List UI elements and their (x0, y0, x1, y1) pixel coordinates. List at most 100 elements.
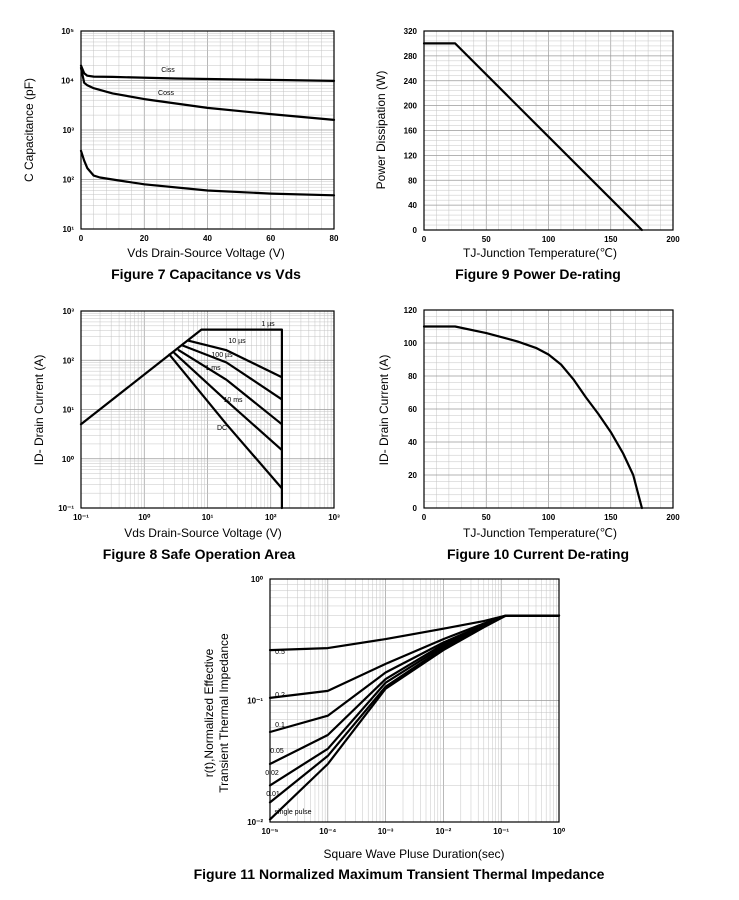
x-axis-label: TJ-Junction Temperature(℃) (463, 246, 617, 260)
series-annotation: 0.01 (266, 791, 280, 798)
grid (424, 310, 673, 508)
y-tick-label: 280 (404, 52, 418, 61)
y-tick-label: 10² (62, 176, 74, 185)
y-tick-label: 10³ (62, 126, 74, 135)
figure-caption: Figure 9 Power De-rating (455, 266, 621, 282)
series-annotation: 1 ms (205, 365, 221, 372)
series-line (168, 353, 283, 490)
y-tick-label: 40 (408, 438, 417, 447)
x-tick-label: 0 (422, 513, 427, 522)
series-annotation: 0.5 (275, 649, 285, 656)
y-tick-label: 10⁻² (247, 818, 263, 827)
series-annotation: 0.2 (275, 692, 285, 699)
y-tick-label: 10⁰ (62, 455, 75, 464)
grid (81, 311, 334, 508)
series-line (181, 344, 283, 401)
x-tick-label: 10³ (328, 513, 340, 522)
y-tick-label: 60 (408, 405, 417, 414)
series-line (187, 339, 283, 379)
y-tick-label: 80 (408, 176, 417, 185)
y-tick-label: 120 (404, 151, 418, 160)
series-line (173, 352, 283, 452)
series-line (177, 349, 283, 426)
y-tick-label: 10¹ (62, 406, 74, 415)
x-tick-label: 100 (542, 513, 556, 522)
y-tick-label: 10¹ (62, 225, 74, 234)
figure-caption: Figure 11 Normalized Maximum Transient T… (194, 866, 605, 882)
series-annotation: 1 µs (261, 321, 275, 328)
y-tick-label: 160 (404, 127, 418, 136)
y-tick-label: 20 (408, 471, 417, 480)
y-tick-label: 100 (404, 339, 418, 348)
series-line (79, 149, 336, 197)
plot-frame (80, 310, 335, 509)
grid (424, 31, 673, 230)
x-axis-label: Vds Drain-Source Voltage (V) (124, 526, 281, 540)
x-tick-label: 150 (604, 235, 618, 244)
plot-frame (423, 30, 674, 231)
fig9-chart: 0 50 100 150 200 0 40 80 120 160 200 240 280 320 TJ-Ju… (374, 27, 680, 282)
x-tick-label: 0 (79, 234, 84, 243)
fig11-chart: 10⁻⁵ 10⁻⁴ 10⁻³ 10⁻² 10⁻¹ 10⁰ 10⁻² 10⁻¹ 10⁰ 0.5 0.2… (194, 575, 605, 882)
y-tick-label: 0 (413, 226, 418, 235)
y-tick-label: 40 (408, 201, 417, 210)
x-tick-label: 200 (666, 513, 680, 522)
x-axis-label: Square Wave Pluse Duration(sec) (324, 847, 505, 861)
y-axis-label: Power Dissipation (W) (374, 71, 388, 190)
x-tick-label: 80 (330, 234, 339, 243)
series-annotation: 0.05 (270, 748, 284, 755)
series-line (268, 614, 561, 821)
y-tick-label: 320 (404, 27, 418, 36)
x-tick-label: 0 (422, 235, 427, 244)
series-annotation: 100 µs (211, 352, 233, 359)
series-line (422, 325, 643, 510)
x-tick-label: 10⁻¹ (493, 827, 509, 836)
x-tick-label: 10⁻⁵ (262, 827, 279, 836)
x-tick-label: 20 (140, 234, 149, 243)
y-tick-label: 10⁴ (61, 77, 74, 86)
fig8-chart: 10⁻¹ 10⁰ 10¹ 10² 10³ 10⁻¹ 10⁰ 10¹ 10² 10³ 1 µs 10 µ… (32, 307, 340, 562)
y-tick-label: 10⁻¹ (58, 504, 74, 513)
x-tick-label: 10⁻³ (378, 827, 394, 836)
x-tick-label: 40 (203, 234, 212, 243)
series-line (79, 64, 336, 82)
x-tick-label: 100 (542, 235, 556, 244)
y-axis-label: r(t),Normalized Effective (202, 648, 216, 777)
series-annotation: 0.02 (265, 770, 279, 777)
x-tick-label: 50 (482, 235, 491, 244)
series-line (79, 328, 283, 510)
x-tick-label: 10² (265, 513, 277, 522)
y-axis-label: ID- Drain Current (A) (377, 355, 391, 466)
y-tick-label: 120 (404, 306, 418, 315)
plot-frame (269, 578, 560, 823)
y-axis-label: ID- Drain Current (A) (32, 355, 46, 466)
figure-caption: Figure 7 Capacitance vs Vds (111, 266, 301, 282)
plot-frame (80, 30, 335, 230)
series-annotation: DC (217, 425, 227, 432)
x-tick-label: 50 (482, 513, 491, 522)
fig10-chart: 0 50 100 150 200 0 20 40 60 80 100 120 TJ-Junction T… (377, 306, 680, 562)
figure-caption: Figure 10 Current De-rating (447, 546, 629, 562)
series-annotation: Coss (158, 90, 174, 97)
x-tick-label: 60 (266, 234, 275, 243)
x-tick-label: 150 (604, 513, 618, 522)
x-tick-label: 10⁰ (138, 513, 151, 522)
y-tick-label: 10⁵ (61, 27, 74, 36)
x-axis-label: Vds Drain-Source Voltage (V) (127, 246, 284, 260)
series-annotation: 10 µs (228, 338, 246, 345)
series-annotation: single pulse (275, 809, 312, 816)
x-tick-label: 200 (666, 235, 680, 244)
y-tick-label: 240 (404, 77, 418, 86)
x-tick-label: 10⁻¹ (73, 513, 89, 522)
y-tick-label: 10⁻¹ (247, 697, 263, 706)
y-tick-label: 10³ (62, 307, 74, 316)
y-tick-label: 10⁰ (251, 575, 264, 584)
y-tick-label: 200 (404, 102, 418, 111)
x-tick-label: 10⁻² (436, 827, 452, 836)
x-tick-label: 10¹ (202, 513, 214, 522)
y-tick-label: 80 (408, 372, 417, 381)
x-tick-label: 10⁰ (553, 827, 566, 836)
y-tick-label: 0 (413, 504, 418, 513)
series-annotation: 0.1 (275, 722, 285, 729)
